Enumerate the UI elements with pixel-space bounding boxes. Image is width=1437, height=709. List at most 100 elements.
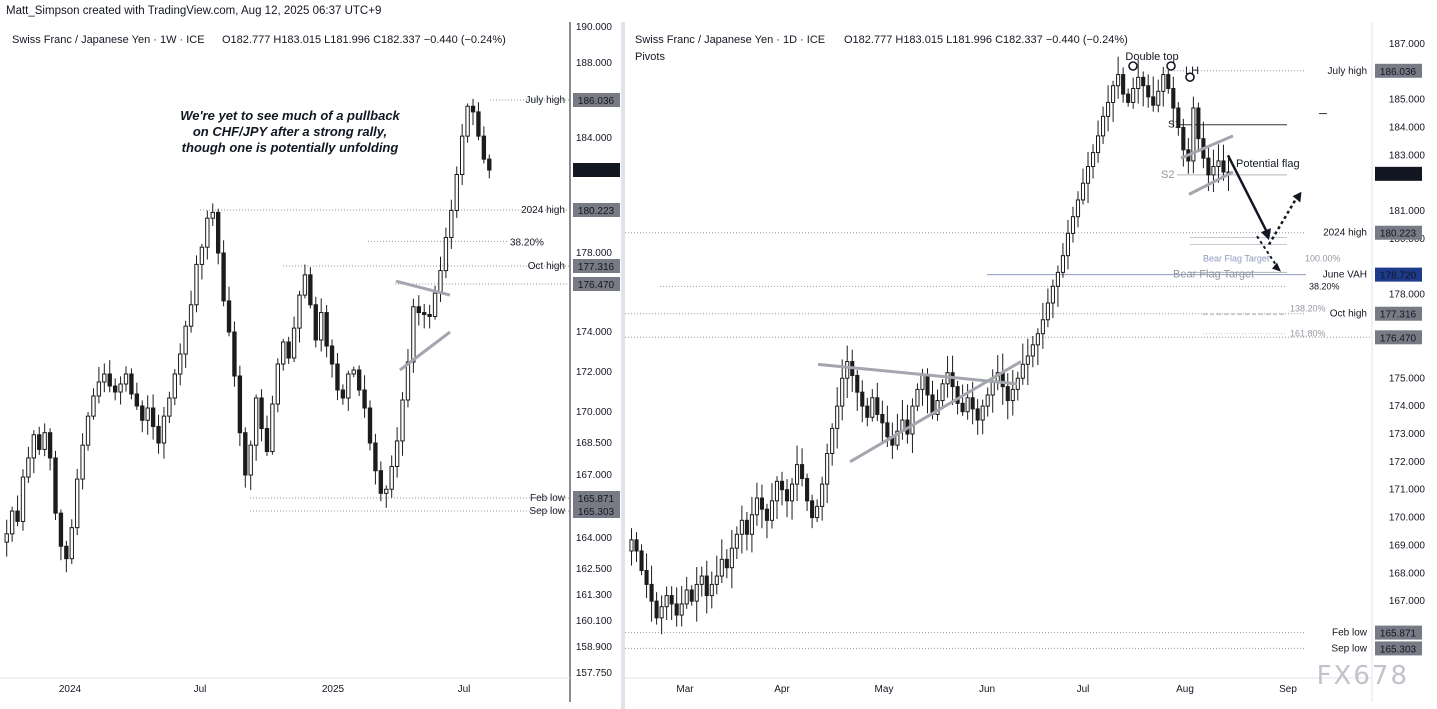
double-top-marker (1166, 61, 1176, 71)
candle-up (248, 444, 253, 476)
price-tick: 171.000 (1389, 485, 1426, 496)
candle-up (1040, 319, 1045, 335)
candle-down (422, 312, 427, 316)
candle-down (286, 341, 291, 359)
candle-up (719, 558, 724, 577)
price-label: 165.303 (1380, 644, 1417, 655)
level-name: Feb low (530, 493, 566, 504)
target-arrow-head (1272, 262, 1281, 272)
candle-up (459, 135, 465, 175)
candle-up (20, 476, 26, 522)
level-name: 2024 high (521, 205, 565, 216)
price-label: 165.303 (578, 507, 615, 518)
candle-up (739, 519, 744, 535)
price-label: 176.470 (1380, 333, 1417, 344)
price-label-box (1375, 306, 1422, 321)
time-tick: 2024 (59, 684, 82, 695)
price-tick: 175.000 (1389, 373, 1426, 384)
candle-down (362, 389, 367, 409)
price-tick: 164.000 (576, 533, 613, 544)
header-text: Matt_Simpson created with TradingView.co… (6, 5, 382, 17)
candle-up (1085, 166, 1091, 184)
annotation-text: though one is potentially unfolding (182, 140, 399, 155)
candle-down (221, 252, 226, 302)
candle-down (340, 389, 346, 399)
candle-down (744, 519, 749, 535)
price-label: 182.337 (578, 166, 615, 177)
panel-divider[interactable] (621, 22, 625, 709)
candle-up (1065, 232, 1071, 257)
candle-down (865, 405, 870, 418)
time-tick: Sep (1279, 684, 1297, 695)
candle-up (774, 480, 780, 502)
candle-up (815, 505, 820, 519)
candle-up (205, 217, 210, 248)
candle-up (694, 583, 699, 602)
candle-down (237, 375, 243, 434)
candle-down (15, 510, 20, 522)
candle-up (1050, 285, 1055, 304)
candle-up (709, 583, 714, 597)
candle-down (1121, 74, 1126, 95)
price-label-box (573, 163, 620, 177)
candle-up (1035, 333, 1040, 346)
candle-up (1211, 166, 1216, 176)
candle-down (1005, 386, 1010, 402)
price-label: 165.871 (578, 494, 615, 505)
price-tick: 160.100 (576, 616, 613, 627)
candle-down (329, 345, 335, 365)
candle-down (470, 105, 476, 113)
daily-chart[interactable]: Swiss Franc / Japanese Yen · 1D · ICE O18… (625, 22, 1437, 702)
candle-down (784, 489, 790, 502)
candle-up (1216, 160, 1221, 168)
candle-down (378, 470, 384, 494)
candle-up (915, 388, 920, 407)
candle-down (232, 331, 237, 377)
candle-down (669, 595, 674, 605)
level-name: Sep low (1331, 643, 1367, 654)
candle-up (769, 500, 775, 521)
candle-up (454, 173, 459, 211)
candle-up (980, 405, 985, 421)
candle-down (243, 432, 248, 476)
price-label-box (573, 259, 620, 273)
weekly-chart-panel[interactable]: Swiss Franc / Japanese Yen · 1W · ICE O18… (0, 22, 621, 702)
daily-chart-panel[interactable]: Swiss Franc / Japanese Yen · 1D · ICE O18… (625, 22, 1437, 702)
candle-up (118, 383, 123, 393)
candle-up (80, 444, 85, 480)
candle-down (215, 211, 221, 254)
candle-up (664, 595, 669, 608)
price-tick: 181.000 (1389, 206, 1426, 217)
candle-down (416, 306, 421, 314)
potential-flag-label: Potential flag (1236, 158, 1300, 170)
price-tick: 190.000 (576, 22, 613, 33)
time-tick: Aug (1176, 684, 1194, 695)
candle-up (1106, 101, 1111, 117)
bear-flag-target-label: Bear Flag Target (1203, 253, 1270, 263)
price-label: 177.316 (578, 262, 615, 273)
candle-up (1080, 182, 1086, 201)
candle-down (140, 405, 145, 421)
price-tick: 157.750 (576, 668, 613, 679)
candle-down (810, 500, 815, 519)
candle-up (188, 304, 194, 327)
candle-up (840, 377, 845, 407)
candle-up (789, 483, 795, 502)
level-name: July high (526, 95, 565, 106)
fib-161-label: 161.80% (1290, 329, 1326, 339)
weekly-chart[interactable]: Swiss Franc / Japanese Yen · 1W · ICE O18… (0, 22, 621, 702)
price-tick: 188.000 (576, 58, 613, 69)
candle-down (1196, 107, 1201, 140)
price-tick: 172.000 (1389, 457, 1426, 468)
candle-up (734, 533, 739, 549)
candle-down (373, 442, 378, 472)
time-tick: Apr (774, 684, 790, 695)
candle-up (281, 341, 286, 365)
time-tick: Jul (1077, 684, 1090, 695)
candle-up (443, 237, 449, 272)
candle-up (96, 381, 102, 397)
candle-up (432, 292, 438, 317)
price-label-box (1375, 225, 1422, 240)
candle-down (476, 111, 481, 137)
candle-up (253, 397, 259, 446)
